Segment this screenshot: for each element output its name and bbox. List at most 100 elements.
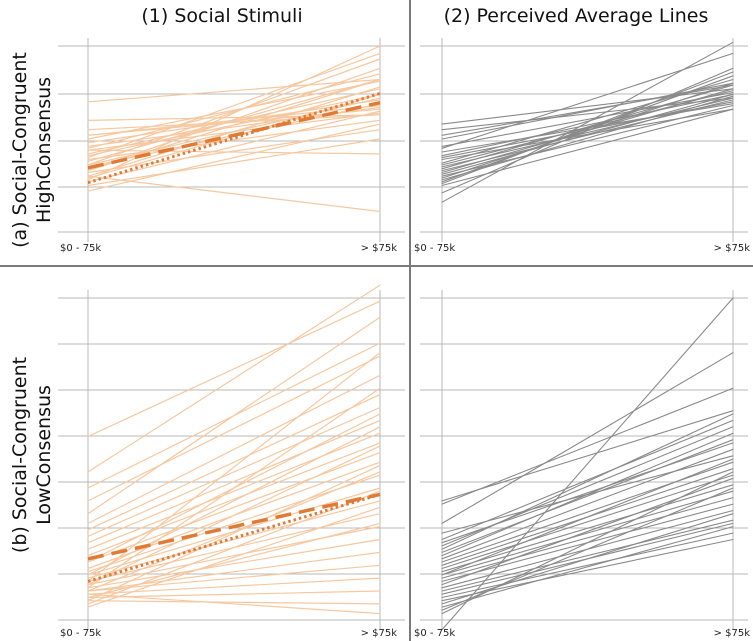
panel-a2-perceived-average-lines: $0 - 75k > $75k xyxy=(414,38,750,254)
data-line-b2-2 xyxy=(441,352,734,524)
data-line-b1-31 xyxy=(87,426,381,576)
row-title-b-line1: (b) Social-Congruent xyxy=(9,357,31,553)
data-line-a2-20 xyxy=(441,67,734,194)
data-line-b2-9 xyxy=(441,461,734,563)
data-line-b1-29 xyxy=(87,471,381,592)
data-line-b1-17 xyxy=(87,525,381,586)
x-tick-label-right-b1: > $75k xyxy=(361,628,398,639)
data-line-b1-22 xyxy=(87,590,381,599)
data-line-b2-13 xyxy=(441,490,734,576)
data-line-b1-3 xyxy=(87,355,381,502)
row-title-b-line2: LowConsensus xyxy=(33,385,55,525)
data-line-b1-9 xyxy=(87,432,381,550)
data-line-a2-0 xyxy=(441,88,734,125)
data-line-b1-4 xyxy=(87,316,381,515)
row-title-a-line2: HighConsensus xyxy=(33,77,55,223)
x-tick-label-left-b1: $0 - 75k xyxy=(60,628,101,639)
data-line-a1-28 xyxy=(87,78,381,172)
data-line-b1-18 xyxy=(87,538,381,589)
data-line-a2-22 xyxy=(441,41,734,203)
data-line-b2-14 xyxy=(441,497,734,579)
data-line-b1-10 xyxy=(87,442,381,557)
data-line-b2-27 xyxy=(441,432,734,557)
data-line-b1-15 xyxy=(87,500,381,579)
data-line-a2-16 xyxy=(441,95,734,181)
row-title-a-line1: (a) Social-Congruent xyxy=(9,52,31,248)
data-line-a1-12 xyxy=(87,110,381,183)
data-line-a2-18 xyxy=(441,71,734,185)
data-line-b2-29 xyxy=(441,458,734,576)
data-line-b1-26 xyxy=(87,352,381,583)
x-tick-label-left-a2: $0 - 75k xyxy=(414,243,455,254)
mean-line-dashed-a1 xyxy=(87,100,381,170)
data-line-b1-7 xyxy=(87,406,381,537)
data-line-a2-13 xyxy=(441,93,734,175)
data-line-a1-26 xyxy=(87,138,381,187)
data-line-a1-24 xyxy=(87,149,381,155)
mean-line-dashed-b1 xyxy=(87,492,381,561)
data-line-b2-28 xyxy=(441,442,734,544)
data-line-b1-5 xyxy=(87,374,381,525)
data-line-b1-20 xyxy=(87,564,381,592)
data-line-a1-6 xyxy=(87,114,381,131)
column-title-1: (1) Social Stimuli xyxy=(141,5,302,27)
data-line-b2-26 xyxy=(441,297,734,631)
data-line-b1-8 xyxy=(87,419,381,544)
data-line-a1-21 xyxy=(87,58,381,166)
panel-b1-social-stimuli: $0 - 75k > $75k xyxy=(58,284,405,639)
data-line-b2-11 xyxy=(441,474,734,570)
data-line-b1-6 xyxy=(87,394,381,531)
x-tick-label-left-a1: $0 - 75k xyxy=(60,243,101,254)
data-line-b1-30 xyxy=(87,445,381,586)
panel-a1-social-stimuli: $0 - 75k > $75k xyxy=(58,38,405,254)
data-line-a2-19 xyxy=(441,108,734,187)
data-line-a2-2 xyxy=(441,82,734,140)
data-line-b2-4 xyxy=(441,419,734,541)
data-line-a2-3 xyxy=(441,91,734,147)
data-line-b2-25 xyxy=(441,471,734,615)
data-line-b2-12 xyxy=(441,484,734,573)
data-line-b2-8 xyxy=(441,448,734,560)
panel-b2-perceived-average-lines: $0 - 75k > $75k xyxy=(414,290,750,639)
data-line-b2-6 xyxy=(441,413,734,550)
data-line-a2-17 xyxy=(441,75,734,183)
data-line-b1-21 xyxy=(87,577,381,595)
data-line-a2-5 xyxy=(441,93,734,157)
x-tick-label-right-a2: > $75k xyxy=(714,243,751,254)
data-line-b2-0 xyxy=(441,410,734,502)
data-line-a2-23 xyxy=(441,84,734,136)
x-tick-label-left-b2: $0 - 75k xyxy=(414,628,455,639)
data-line-a2-24 xyxy=(441,101,734,159)
data-line-b1-0 xyxy=(87,300,381,438)
data-line-b2-7 xyxy=(441,439,734,553)
data-line-b1-24 xyxy=(87,593,381,615)
data-line-a1-25 xyxy=(87,175,381,213)
data-line-b2-18 xyxy=(441,519,734,592)
mean-line-dotted-a1 xyxy=(87,91,381,185)
data-line-b1-34 xyxy=(87,464,381,602)
data-line-a1-11 xyxy=(87,80,381,140)
data-line-a1-7 xyxy=(87,114,381,122)
data-line-b2-1 xyxy=(441,387,734,505)
data-line-a1-16 xyxy=(87,112,381,151)
data-line-b1-32 xyxy=(87,413,381,563)
data-line-a1-10 xyxy=(87,88,381,155)
data-line-a1-19 xyxy=(87,129,381,174)
column-title-2: (2) Perceived Average Lines xyxy=(444,5,709,27)
data-line-b1-28 xyxy=(87,522,381,599)
data-line-b2-23 xyxy=(441,526,734,608)
data-line-a2-9 xyxy=(441,97,734,168)
data-line-a1-22 xyxy=(87,52,381,159)
data-line-b1-33 xyxy=(87,506,381,608)
data-line-b1-1 xyxy=(87,284,381,473)
data-line-b2-22 xyxy=(441,513,734,605)
data-line-a1-13 xyxy=(87,119,381,161)
data-line-b2-20 xyxy=(441,532,734,599)
data-line-a1-27 xyxy=(87,104,381,136)
data-line-a1-23 xyxy=(87,123,381,192)
x-tick-label-right-a1: > $75k xyxy=(361,243,398,254)
mean-line-dotted-b1 xyxy=(87,492,381,583)
data-line-b1-23 xyxy=(87,600,381,605)
x-tick-label-right-b2: > $75k xyxy=(714,628,751,639)
